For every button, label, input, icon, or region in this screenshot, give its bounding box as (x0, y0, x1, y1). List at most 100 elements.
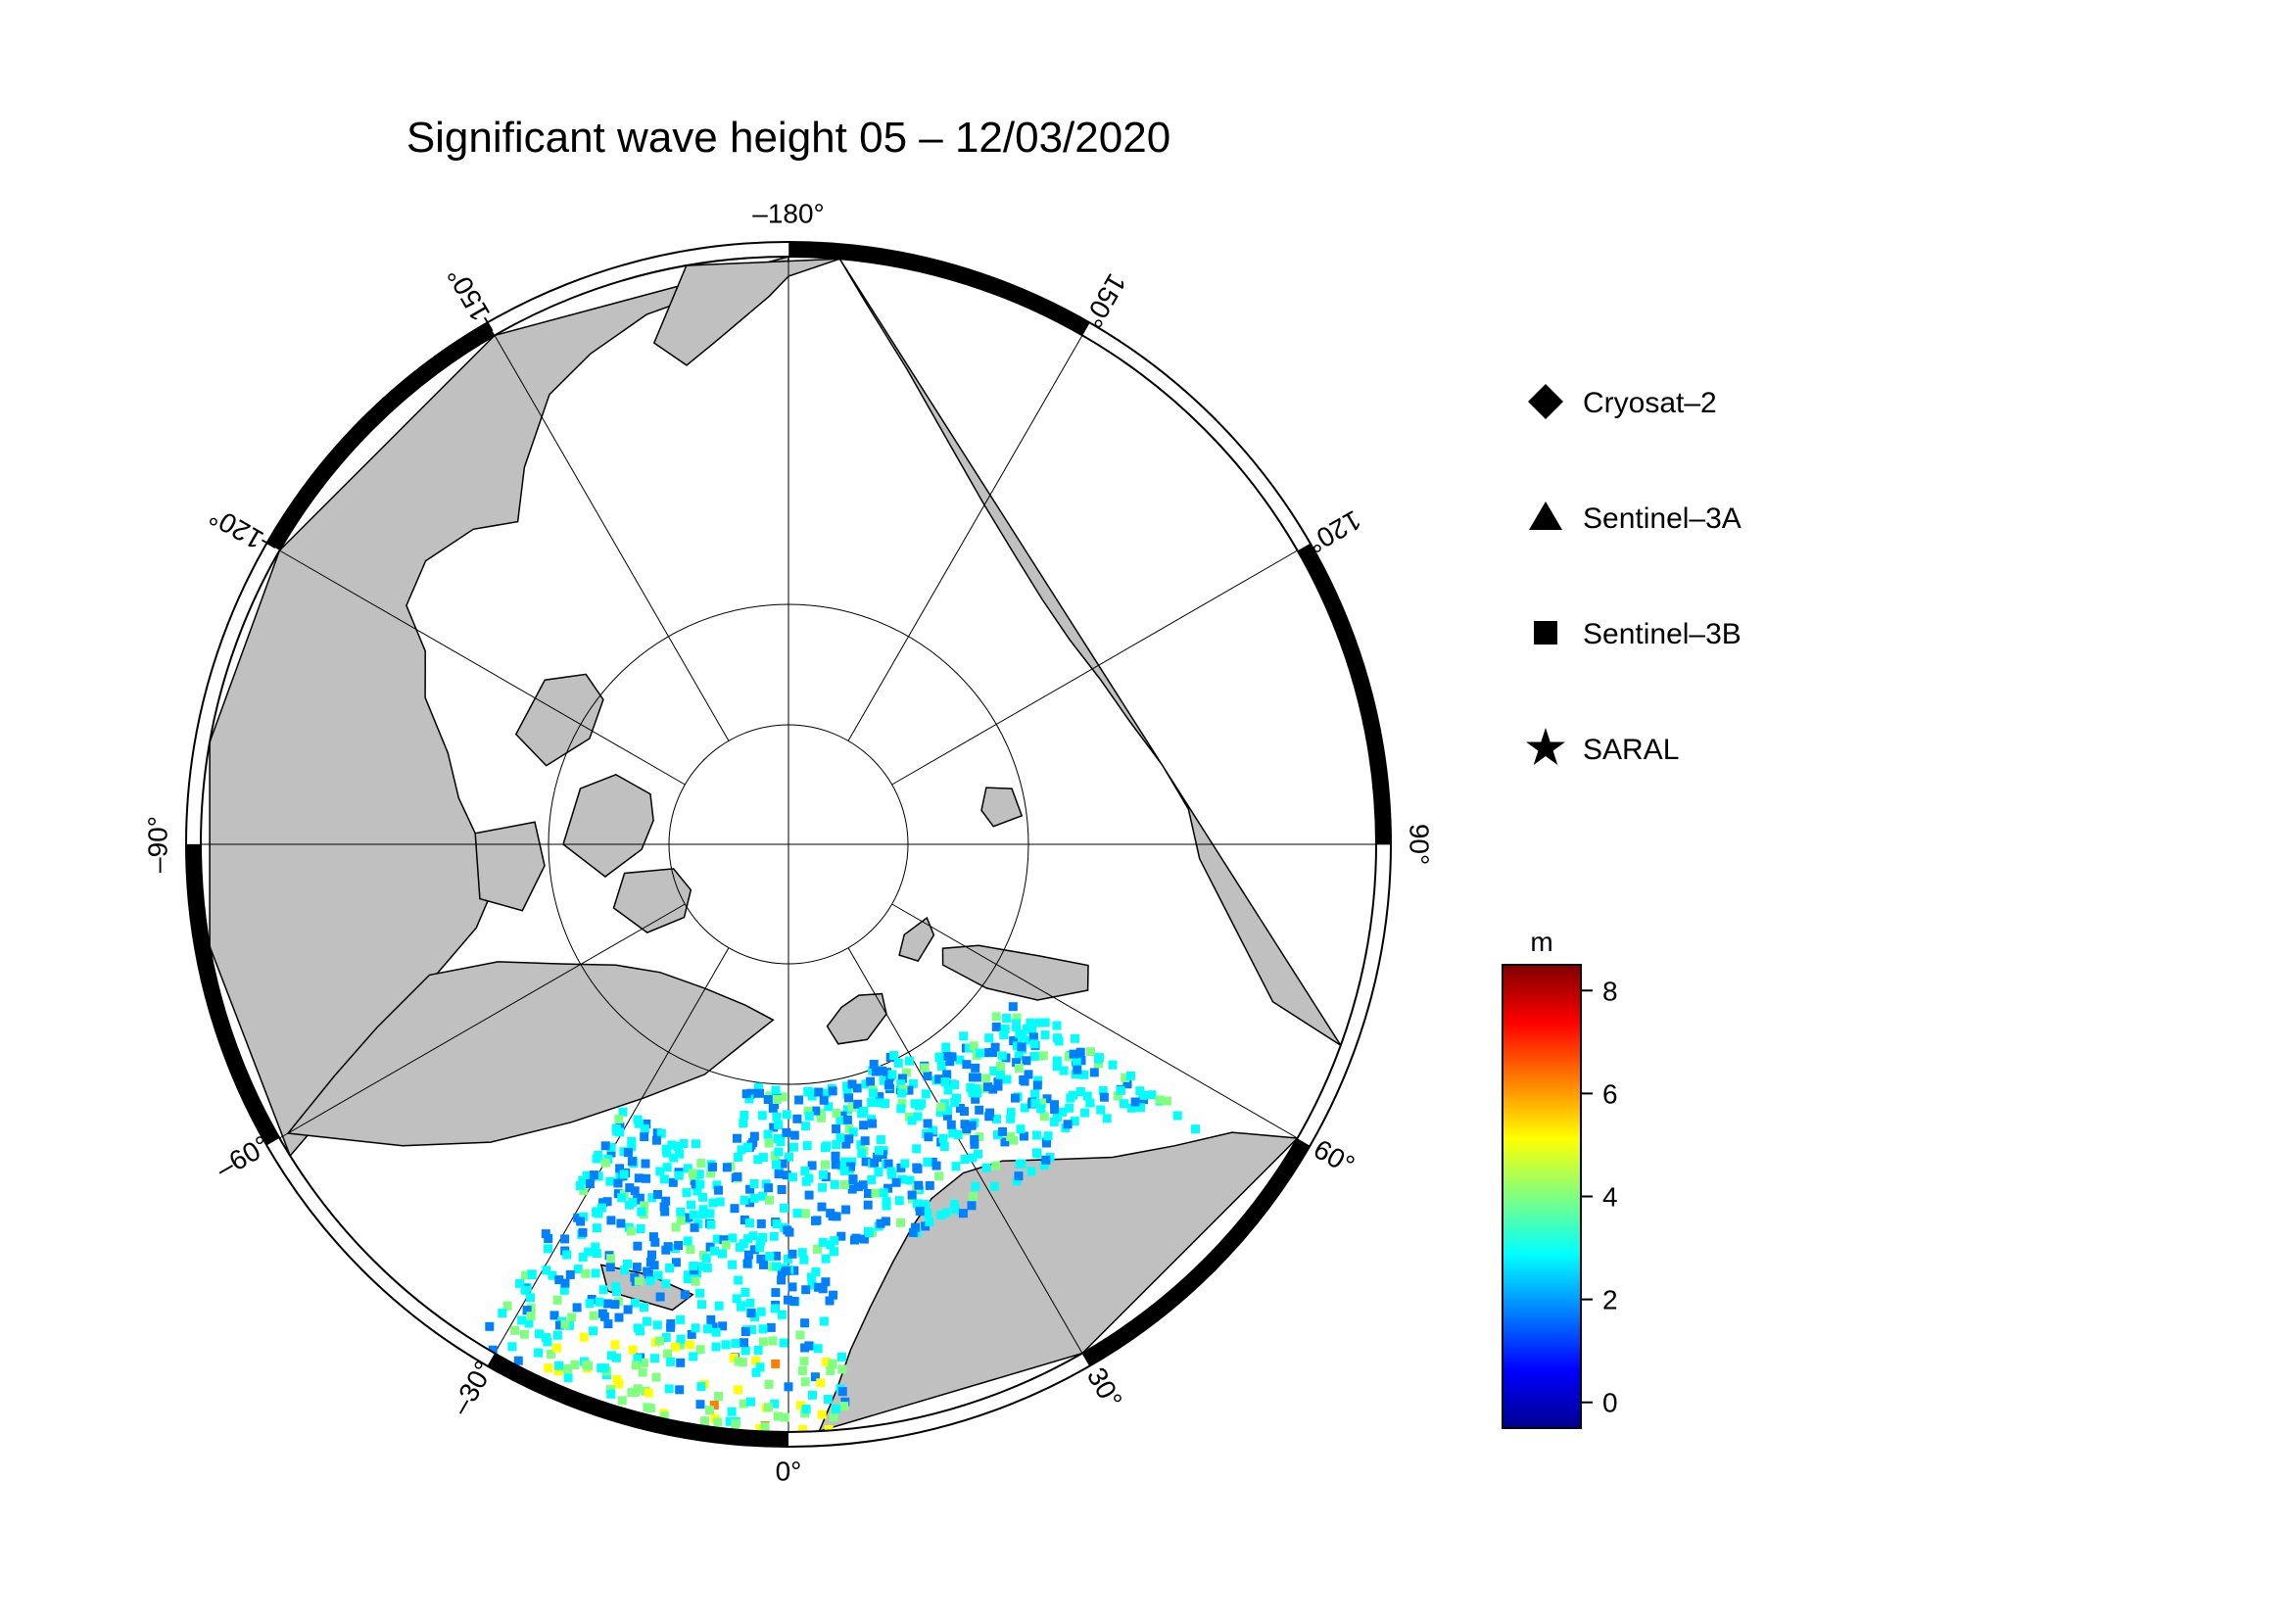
wave-height-mark (560, 1278, 570, 1288)
wave-height-mark (990, 1042, 1000, 1052)
wave-height-mark (789, 1297, 799, 1306)
wave-height-mark (701, 1254, 711, 1264)
wave-height-mark (951, 1162, 961, 1171)
wave-height-mark (801, 1405, 811, 1414)
wave-height-mark (936, 1211, 946, 1220)
wave-height-mark (610, 1340, 620, 1350)
wave-height-mark (941, 1042, 951, 1052)
meridian-line (891, 903, 1298, 1139)
wave-height-mark (779, 1338, 788, 1348)
wave-height-mark (867, 1098, 877, 1107)
wave-height-mark (520, 1285, 530, 1295)
longitude-label: 30° (1081, 1362, 1128, 1413)
wave-height-mark (928, 1157, 937, 1167)
wave-height-mark (946, 1120, 956, 1129)
wave-height-mark (1050, 1100, 1059, 1110)
wave-height-mark (971, 1181, 980, 1191)
wave-height-mark (1172, 1111, 1182, 1121)
wave-height-mark (947, 1052, 957, 1062)
wave-height-mark (743, 1250, 753, 1260)
wave-height-mark (585, 1179, 595, 1188)
wave-height-mark (740, 1346, 750, 1356)
wave-height-mark (804, 1111, 814, 1121)
wave-height-mark (633, 1115, 643, 1124)
wave-height-mark (1058, 1107, 1067, 1117)
map-title: Significant wave height 05 – 12/03/2020 (406, 114, 1170, 162)
wave-height-mark (1122, 1079, 1132, 1089)
wave-height-mark (904, 1056, 914, 1066)
wave-height-mark (563, 1373, 573, 1383)
wave-height-mark (718, 1321, 728, 1331)
wave-height-mark (869, 1060, 879, 1069)
wave-height-mark (555, 1320, 564, 1330)
wave-height-mark (1032, 1149, 1042, 1159)
wave-height-mark (597, 1309, 607, 1318)
wave-height-mark (848, 1127, 858, 1137)
wave-height-mark (1042, 1094, 1052, 1104)
wave-height-mark (859, 1121, 869, 1130)
wave-height-mark (1022, 1056, 1031, 1066)
wave-height-mark (676, 1358, 686, 1367)
wave-height-mark (763, 1129, 773, 1139)
wave-height-mark (684, 1213, 693, 1222)
wave-height-mark (896, 1104, 906, 1114)
wave-height-mark (921, 1089, 931, 1099)
wave-height-mark (896, 1218, 906, 1227)
wave-height-mark (1012, 1041, 1022, 1051)
wave-height-mark (634, 1173, 644, 1183)
wave-height-mark (734, 1357, 743, 1366)
wave-height-mark (772, 1251, 782, 1261)
wave-height-mark (818, 1237, 828, 1247)
wave-height-mark (570, 1361, 580, 1369)
wave-height-mark (864, 1228, 874, 1238)
wave-height-mark (734, 1275, 743, 1285)
wave-height-mark (763, 1095, 773, 1104)
wave-height-mark (695, 1400, 705, 1409)
wave-height-mark (832, 1140, 841, 1150)
wave-height-mark (645, 1276, 655, 1286)
wave-height-mark (652, 1320, 662, 1330)
wave-height-mark (640, 1201, 649, 1211)
wave-height-mark (831, 1160, 840, 1170)
wave-height-mark (589, 1170, 598, 1180)
wave-height-mark (698, 1205, 708, 1215)
wave-height-mark (674, 1241, 684, 1250)
wave-height-mark (563, 1364, 572, 1373)
wave-height-mark (879, 1188, 888, 1198)
wave-height-mark (694, 1262, 704, 1271)
wave-height-mark (859, 1234, 869, 1244)
wave-height-mark (1006, 1114, 1016, 1123)
wave-height-mark (1028, 1032, 1038, 1042)
wave-height-mark (782, 1266, 791, 1275)
wave-height-mark (1042, 1138, 1051, 1148)
wave-height-mark (748, 1231, 758, 1241)
wave-height-mark (714, 1185, 723, 1195)
wave-height-mark (613, 1178, 623, 1188)
wave-height-mark (842, 1115, 852, 1124)
wave-height-mark (542, 1266, 551, 1275)
wave-height-mark (968, 1088, 978, 1098)
wave-height-mark (1039, 1161, 1049, 1170)
wave-height-mark (683, 1164, 692, 1173)
wave-height-mark (559, 1285, 569, 1295)
wave-height-mark (498, 1309, 507, 1318)
wave-height-mark (706, 1314, 716, 1324)
wave-height-mark (808, 1390, 817, 1400)
wave-height-mark (755, 1243, 765, 1253)
wave-height-mark (807, 1161, 817, 1170)
wave-height-mark (671, 1222, 681, 1232)
wave-height-mark (897, 1088, 907, 1098)
wave-height-mark (751, 1356, 761, 1365)
wave-height-mark (676, 1334, 686, 1344)
wave-height-mark (605, 1385, 615, 1395)
wave-height-mark (967, 1121, 977, 1130)
wave-height-mark (1027, 1026, 1037, 1034)
wave-height-mark (691, 1179, 700, 1189)
wave-height-mark (597, 1203, 606, 1213)
wave-height-mark (1008, 1002, 1018, 1012)
wave-height-mark (544, 1363, 553, 1372)
wave-height-mark (544, 1234, 553, 1243)
colorbar-tick-label: 0 (1602, 1388, 1618, 1418)
wave-height-mark (997, 1051, 1007, 1061)
